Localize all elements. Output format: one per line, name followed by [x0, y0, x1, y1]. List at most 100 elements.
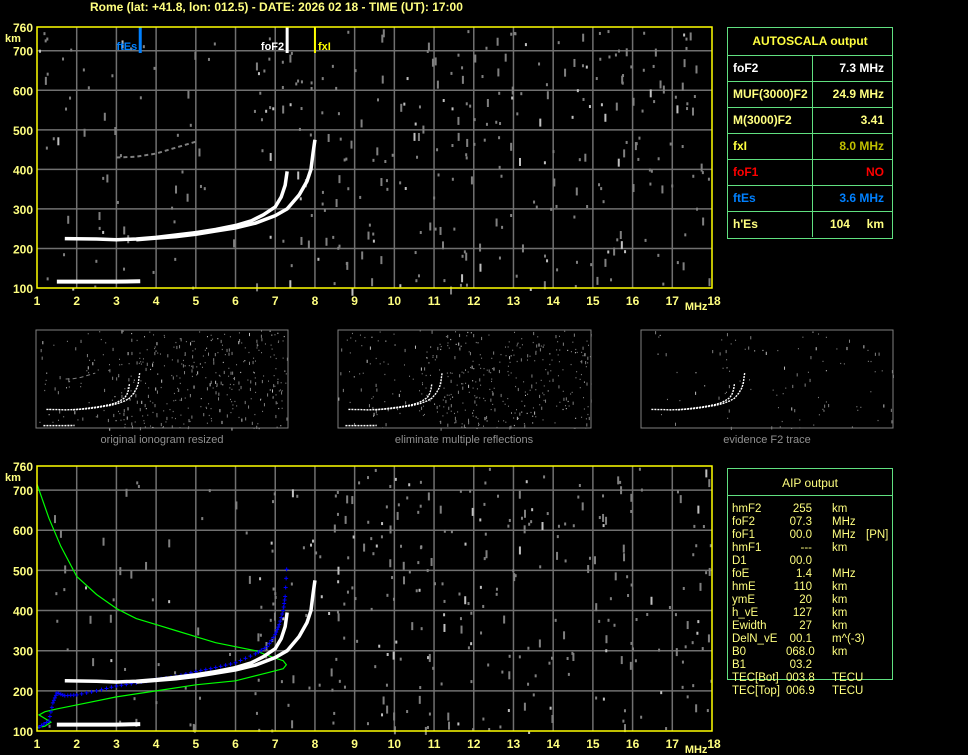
noise-speck: [479, 378, 481, 382]
noise-speck: [418, 695, 421, 704]
noise-speck: [695, 65, 698, 74]
y-tick-label: 300: [13, 645, 33, 659]
noise-speck: [419, 686, 422, 690]
noise-speck: [63, 588, 66, 592]
noise-speck: [239, 338, 241, 343]
noise-speck: [507, 365, 509, 367]
x-tick-label: 13: [507, 294, 521, 308]
x-tick-label: 3: [113, 294, 120, 308]
noise-speck: [693, 524, 696, 528]
noise-speck: [681, 660, 684, 664]
x-trace-line: [73, 372, 141, 411]
noise-speck: [95, 416, 97, 418]
noise-speck: [461, 66, 464, 70]
noise-speck: [224, 333, 226, 335]
y-tick-label: 600: [13, 524, 33, 538]
noise-speck: [82, 417, 84, 421]
noise-speck: [260, 398, 262, 400]
noise-speck: [538, 639, 541, 648]
noise-speck: [166, 403, 168, 405]
x-trace-line: [678, 372, 746, 411]
noise-speck: [562, 390, 564, 392]
column-divider: [812, 55, 813, 81]
noise-speck: [229, 387, 231, 389]
noise-speck: [549, 363, 551, 366]
noise-speck: [725, 349, 727, 354]
noise-speck: [540, 379, 542, 381]
noise-speck: [229, 652, 232, 656]
noise-speck: [443, 529, 446, 533]
y-tick-label: 760: [13, 21, 33, 35]
noise-speck: [500, 393, 502, 398]
noise-speck: [352, 535, 355, 539]
noise-speck: [107, 418, 109, 423]
noise-speck: [582, 355, 584, 357]
noise-speck: [253, 109, 256, 113]
noise-speck: [531, 385, 533, 389]
noise-speck: [231, 401, 233, 403]
noise-speck: [564, 522, 567, 526]
noise-speck: [189, 394, 191, 398]
noise-speck: [421, 373, 423, 375]
noise-speck: [470, 366, 472, 369]
noise-speck: [521, 244, 524, 253]
noise-speck: [48, 724, 51, 728]
noise-speck: [586, 205, 589, 209]
noise-speck: [440, 348, 442, 351]
noise-speck: [459, 489, 462, 493]
noise-speck: [624, 250, 627, 254]
noise-speck: [183, 423, 185, 425]
noise-speck: [516, 416, 518, 421]
noise-speck: [392, 651, 395, 660]
noise-speck: [426, 725, 429, 729]
noise-speck: [863, 345, 865, 349]
noise-speck: [363, 543, 366, 552]
noise-speck: [178, 388, 180, 392]
noise-speck: [634, 142, 637, 151]
noise-speck: [488, 334, 490, 336]
noise-speck: [708, 278, 711, 287]
noise-speck: [166, 416, 168, 421]
noise-speck: [150, 425, 152, 427]
noise-speck: [679, 399, 681, 402]
noise-speck: [373, 412, 375, 416]
noise-speck: [457, 722, 460, 726]
noise-speck: [131, 422, 133, 426]
noise-speck: [724, 392, 726, 395]
noise-speck: [300, 236, 303, 245]
noise-speck: [602, 524, 605, 528]
noise-speck: [206, 347, 208, 349]
noise-speck: [485, 122, 488, 126]
noise-speck: [241, 418, 243, 422]
aip-value: 127: [792, 607, 812, 619]
noise-speck: [77, 419, 79, 421]
noise-speck: [372, 406, 374, 411]
aip-unit: km: [832, 620, 848, 632]
noise-speck: [44, 76, 47, 85]
thumb-caption-eliminate: eliminate multiple reflections: [394, 434, 534, 446]
fit-point-plus: [284, 567, 289, 572]
noise-speck: [310, 213, 313, 217]
noise-speck: [385, 179, 388, 183]
noise-speck: [621, 75, 624, 84]
noise-speck: [483, 374, 485, 376]
x-tick-label: 5: [192, 294, 199, 308]
noise-speck: [492, 403, 494, 406]
fit-point-plus: [208, 666, 213, 671]
noise-speck: [381, 75, 384, 84]
noise-speck: [518, 490, 521, 499]
aip-output-box: AIP output: [727, 468, 893, 680]
noise-speck: [336, 610, 339, 614]
noise-speck: [735, 339, 737, 341]
noise-speck: [168, 600, 171, 604]
fit-point-plus: [213, 665, 218, 670]
noise-speck: [463, 424, 465, 428]
noise-speck: [825, 336, 827, 338]
noise-speck: [584, 153, 587, 162]
noise-speck: [414, 345, 416, 349]
noise-speck: [546, 91, 549, 100]
noise-speck: [450, 71, 453, 75]
noise-speck: [638, 467, 641, 471]
noise-speck: [447, 712, 450, 721]
noise-speck: [508, 671, 511, 680]
